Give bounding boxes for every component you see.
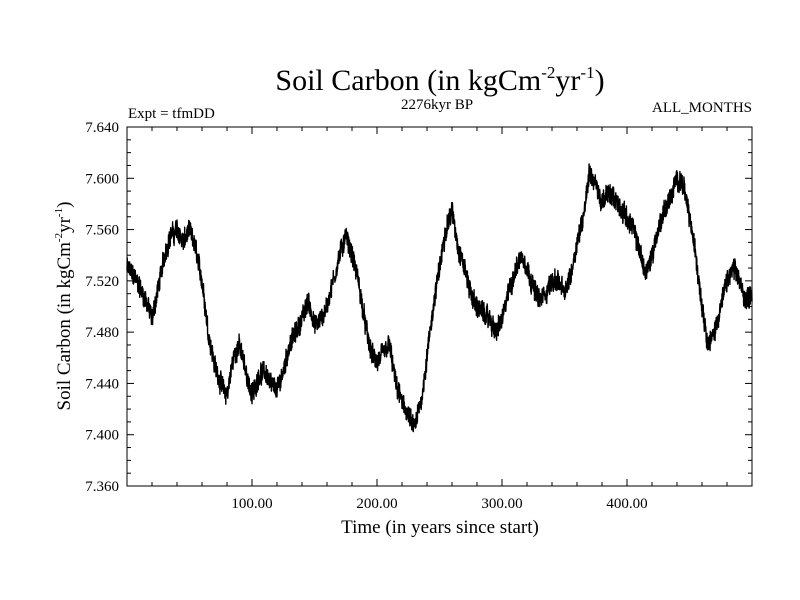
x-axis-label: Time (in years since start): [341, 517, 539, 538]
chart-title-sup1: -2: [541, 63, 555, 82]
y-tick-label: 7.640: [85, 120, 119, 136]
chart-title-sup2: -1: [580, 63, 594, 82]
y-axis-label-close: ): [54, 202, 75, 208]
y-tick-label: 7.480: [85, 325, 119, 341]
chart-title: Soil Carbon (in kgCm-2yr-1): [275, 63, 604, 97]
chart-title-mid: yr: [555, 64, 580, 97]
y-axis-label-sup1: -2: [53, 233, 65, 242]
y-tick-label: 7.440: [85, 376, 119, 392]
x-tick-label: 300.00: [481, 496, 522, 512]
y-axis-label-sup2: -1: [53, 208, 65, 217]
x-tick-label: 100.00: [231, 496, 272, 512]
y-tick-label: 7.560: [85, 223, 119, 239]
experiment-label: Expt = tfmDD: [128, 106, 215, 122]
chart-title-close: ): [595, 64, 605, 97]
plot-area: [126, 126, 753, 487]
months-label: ALL_MONTHS: [652, 100, 752, 116]
series-line: [126, 163, 753, 433]
y-tick-label: 7.520: [85, 274, 119, 290]
y-axis-label: Soil Carbon (in kgCm-2yr-1): [53, 202, 75, 411]
series-group: [126, 163, 753, 433]
y-tick-label: 7.400: [85, 428, 119, 444]
date-label: 2276kyr BP: [401, 97, 473, 113]
y-axis-label-text: Soil Carbon (in kgCm: [54, 242, 75, 411]
y-tick-label: 7.360: [85, 479, 119, 495]
y-axis-label-mid: yr: [54, 216, 75, 233]
chart-title-text: Soil Carbon (in kgCm: [275, 64, 541, 97]
x-tick-label: 400.00: [606, 496, 647, 512]
x-axis: 100.00 200.00 300.00 400.00: [151, 127, 728, 512]
y-tick-label: 7.600: [85, 171, 119, 187]
y-axis: 7.360 7.400 7.440 7.480 7.520 7.560 7.600 7.640: [85, 120, 752, 495]
x-tick-label: 200.00: [356, 496, 397, 512]
